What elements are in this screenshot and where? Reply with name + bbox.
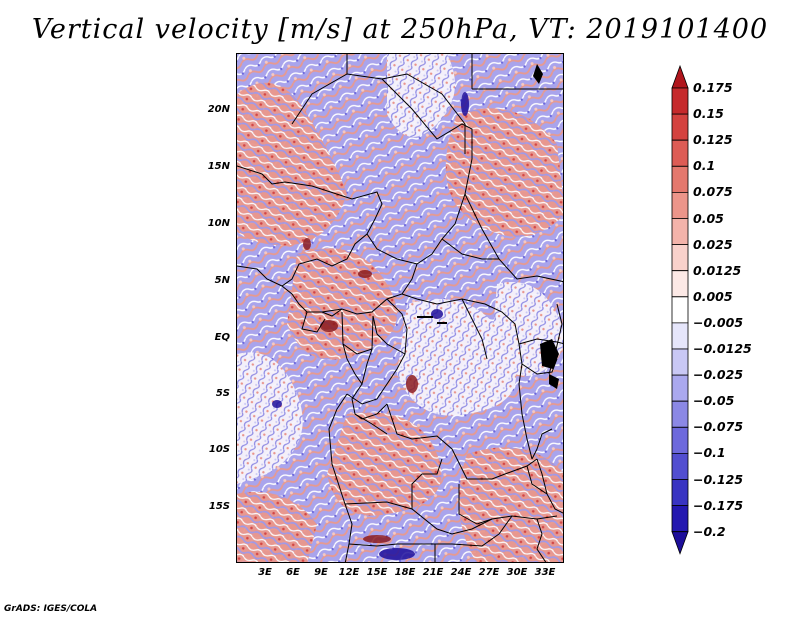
colorbar-swatch xyxy=(671,87,689,115)
colorbar xyxy=(671,64,689,555)
colorbar-swatch xyxy=(671,453,689,480)
colorbar-swatch xyxy=(671,374,689,402)
lat-label-15s: 15S xyxy=(208,501,230,512)
colorbar-swatch xyxy=(671,139,689,167)
colorbar-tick-label: −0.005 xyxy=(693,314,744,330)
lon-label-18e: 18E xyxy=(394,567,416,578)
colorbar-swatch xyxy=(671,165,689,193)
grads-credit: GrADS: IGES/COLA xyxy=(4,604,98,614)
colorbar-swatch xyxy=(671,64,689,89)
colorbar-swatch xyxy=(671,348,689,376)
lat-label-5s: 5S xyxy=(215,388,230,399)
colorbar-swatch xyxy=(671,192,689,219)
map-plot-area xyxy=(236,53,564,563)
colorbar-tick-label: 0.125 xyxy=(693,132,733,148)
lat-label-20n: 20N xyxy=(207,104,230,115)
lon-label-9e: 9E xyxy=(314,567,328,578)
colorbar-swatch xyxy=(671,218,689,245)
lat-label-10n: 10N xyxy=(207,218,230,229)
map-title: Vertical velocity [m/s] at 250hPa, VT: 2… xyxy=(31,14,769,45)
colorbar-tick-label: −0.025 xyxy=(693,367,744,383)
lon-label-33e: 33E xyxy=(534,567,556,578)
colorbar-tick-label: −0.075 xyxy=(693,419,744,435)
colorbar-tick-label: 0.005 xyxy=(693,288,733,304)
lon-label-30e: 30E xyxy=(506,567,528,578)
colorbar-tick-label: 0.1 xyxy=(693,158,716,174)
colorbar-tick-label: 0.075 xyxy=(693,184,733,200)
colorbar-tick-label: 0.175 xyxy=(693,80,733,95)
lat-label-10s: 10S xyxy=(208,444,230,455)
colorbar-swatch xyxy=(671,322,689,350)
colorbar-swatch xyxy=(671,531,689,555)
lon-label-27e: 27E xyxy=(478,567,500,578)
colorbar-tick-label: −0.125 xyxy=(693,471,744,487)
colorbar-tick-label: −0.2 xyxy=(693,523,726,539)
lon-label-6e: 6E xyxy=(286,567,300,578)
colorbar-swatch xyxy=(671,479,689,506)
lat-label-eq: EQ xyxy=(214,332,230,343)
colorbar-swatch xyxy=(671,426,689,454)
lon-label-15e: 15E xyxy=(366,567,388,578)
colorbar-tick-label: 0.15 xyxy=(693,106,724,122)
colorbar-swatch xyxy=(671,505,689,533)
colorbar-swatch xyxy=(671,244,689,272)
colorbar-tick-label: −0.05 xyxy=(693,393,735,409)
colorbar-swatch xyxy=(671,270,689,298)
colorbar-tick-label: 0.0125 xyxy=(693,262,742,278)
colorbar-tick-label: 0.05 xyxy=(693,210,724,226)
colorbar-tick-label: −0.1 xyxy=(693,445,726,461)
lon-label-12e: 12E xyxy=(338,567,360,578)
colorbar-tick-label: 0.025 xyxy=(693,236,733,252)
lat-label-15n: 15N xyxy=(207,161,230,172)
vertical-velocity-field xyxy=(237,54,563,562)
colorbar-tick-label: −0.0125 xyxy=(693,341,752,356)
lat-label-5n: 5N xyxy=(214,275,230,286)
colorbar-swatch xyxy=(671,113,689,141)
colorbar-tick-label: −0.175 xyxy=(693,497,744,513)
lon-label-24e: 24E xyxy=(450,567,472,578)
lon-label-3e: 3E xyxy=(258,567,272,578)
lon-label-21e: 21E xyxy=(422,567,444,578)
colorbar-swatch xyxy=(671,400,689,428)
colorbar-swatch xyxy=(671,296,689,324)
